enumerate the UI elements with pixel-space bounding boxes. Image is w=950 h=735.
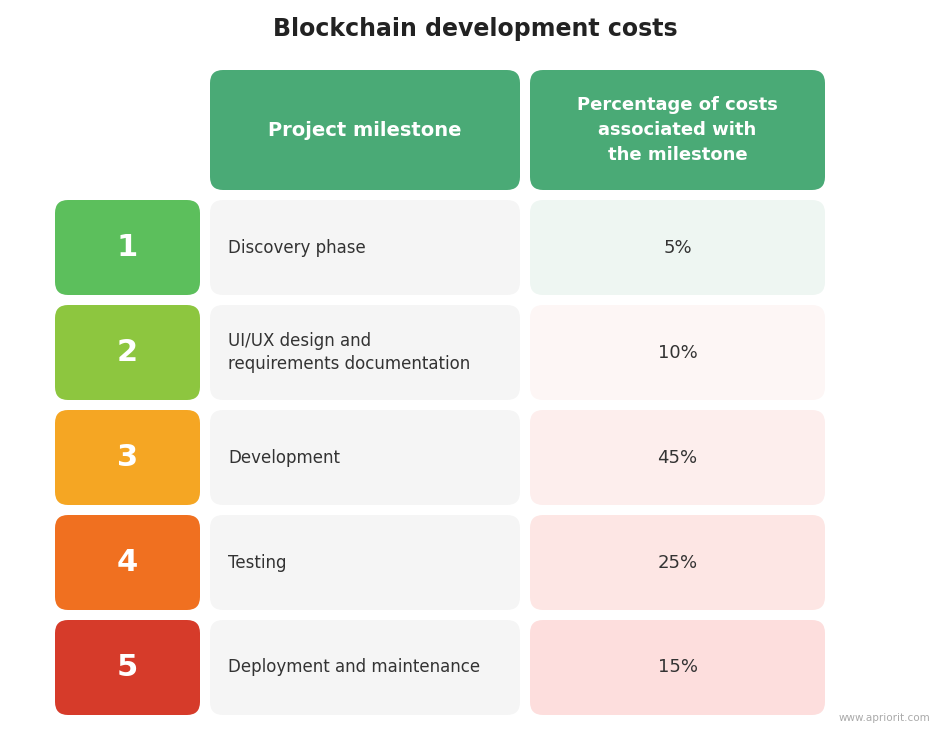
Text: Discovery phase: Discovery phase <box>228 238 366 257</box>
Text: Blockchain development costs: Blockchain development costs <box>273 17 677 41</box>
Text: 25%: 25% <box>657 553 697 572</box>
Text: 5: 5 <box>117 653 138 682</box>
FancyBboxPatch shape <box>210 515 520 610</box>
Text: Testing: Testing <box>228 553 287 572</box>
Text: UI/UX design and
requirements documentation: UI/UX design and requirements documentat… <box>228 331 470 373</box>
FancyBboxPatch shape <box>55 200 200 295</box>
Text: 10%: 10% <box>657 343 697 362</box>
Text: 1: 1 <box>117 233 138 262</box>
Text: 4: 4 <box>117 548 138 577</box>
Text: 45%: 45% <box>657 448 697 467</box>
Text: 2: 2 <box>117 338 138 367</box>
FancyBboxPatch shape <box>55 620 200 715</box>
FancyBboxPatch shape <box>55 515 200 610</box>
FancyBboxPatch shape <box>210 305 520 400</box>
Text: 15%: 15% <box>657 659 697 676</box>
FancyBboxPatch shape <box>530 70 825 190</box>
FancyBboxPatch shape <box>210 200 520 295</box>
FancyBboxPatch shape <box>530 620 825 715</box>
FancyBboxPatch shape <box>210 70 520 190</box>
FancyBboxPatch shape <box>55 305 200 400</box>
Text: Deployment and maintenance: Deployment and maintenance <box>228 659 480 676</box>
FancyBboxPatch shape <box>530 515 825 610</box>
FancyBboxPatch shape <box>530 200 825 295</box>
FancyBboxPatch shape <box>210 410 520 505</box>
Text: 3: 3 <box>117 443 138 472</box>
Text: 5%: 5% <box>663 238 692 257</box>
Text: Development: Development <box>228 448 340 467</box>
FancyBboxPatch shape <box>55 410 200 505</box>
Text: www.apriorit.com: www.apriorit.com <box>838 713 930 723</box>
FancyBboxPatch shape <box>530 305 825 400</box>
Text: Percentage of costs
associated with
the milestone: Percentage of costs associated with the … <box>577 96 778 164</box>
FancyBboxPatch shape <box>530 410 825 505</box>
FancyBboxPatch shape <box>210 620 520 715</box>
Text: Project milestone: Project milestone <box>268 121 462 140</box>
